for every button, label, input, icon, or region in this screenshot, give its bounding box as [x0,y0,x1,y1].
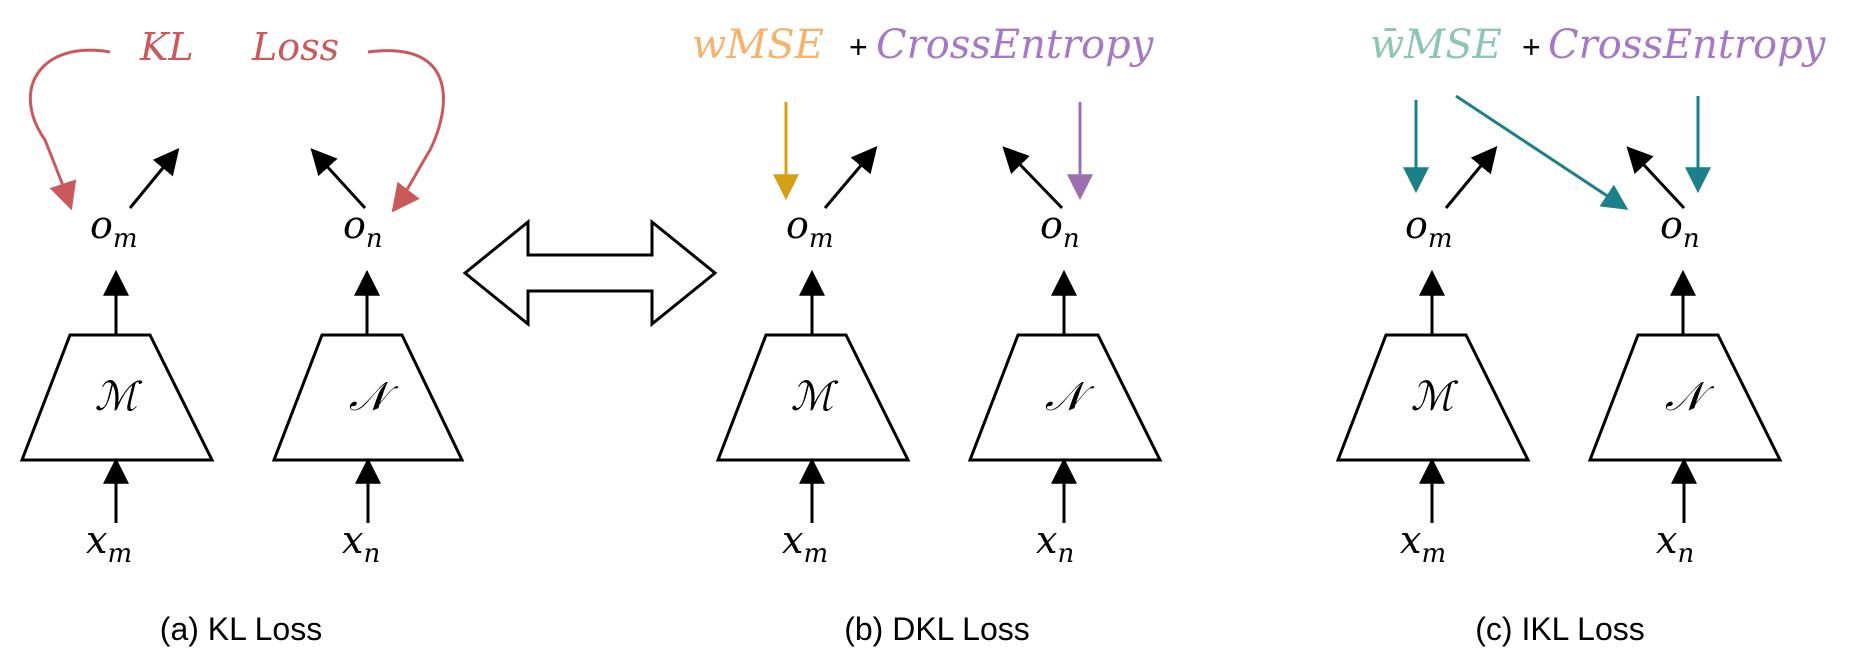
output-on-b: on [1040,203,1080,254]
output-om: om [90,203,138,254]
kl-arrow-to-om [28,48,111,211]
om-output-arrow-b [823,146,878,209]
output-on-c: on [1660,203,1700,254]
input-xm: xm [86,518,132,569]
model-m-label-b: ℳ [791,374,839,420]
output-om-c: om [1405,203,1453,254]
equivalence-double-arrow [462,218,718,328]
input-xn-c: xn [1656,518,1694,569]
input-xn-b: xn [1036,518,1074,569]
on-output-arrow-c [1626,146,1686,210]
on-output-arrow-b [1002,146,1064,210]
model-m-label: ℳ [95,374,143,420]
om-output-arrow [128,147,180,209]
output-om-b: om [786,203,834,254]
model-n-block [271,333,465,462]
model-n-block-c [1587,333,1783,462]
crossentropy-label-b: CrossEntropy [876,22,1155,68]
plus-sign-c: + [1522,29,1541,65]
plus-sign-b: + [849,29,868,65]
model-m-block-b [715,333,911,462]
model-m-label-c: ℳ [1411,374,1459,420]
input-xm-b: xm [782,518,828,569]
model-m-block [19,333,215,462]
panel-b: wMSE + CrossEntropy om on ℳ 𝒩 xm xn (b) … [692,22,1163,647]
wbar-mse-label: w̄MSE [1370,22,1502,68]
input-xm-c: xm [1400,518,1446,569]
input-xn: xn [342,518,380,569]
caption-a: (a) KL Loss [160,611,322,647]
wbar-arrow-to-on [1455,94,1629,210]
caption-b: (b) DKL Loss [844,611,1030,647]
caption-c: (c) IKL Loss [1475,611,1645,647]
panel-a: KL Loss om on ℳ 𝒩 xm xn (a) KL Loss [19,25,465,647]
kl-loss-label-word2: Loss [251,25,339,69]
model-n-block-b [967,333,1163,462]
model-m-block-c [1335,333,1531,462]
om-output-arrow-c [1444,145,1498,209]
output-on: on [343,203,383,254]
panel-c: w̄MSE + CrossEntropy om on ℳ 𝒩 xm xn (c)… [1335,22,1827,647]
crossentropy-label-c: CrossEntropy [1548,22,1827,68]
wmse-label: wMSE [692,22,824,68]
on-output-arrow [310,148,367,210]
kl-loss-label-word1: KL [139,25,194,69]
kl-arrow-to-on [367,49,445,213]
